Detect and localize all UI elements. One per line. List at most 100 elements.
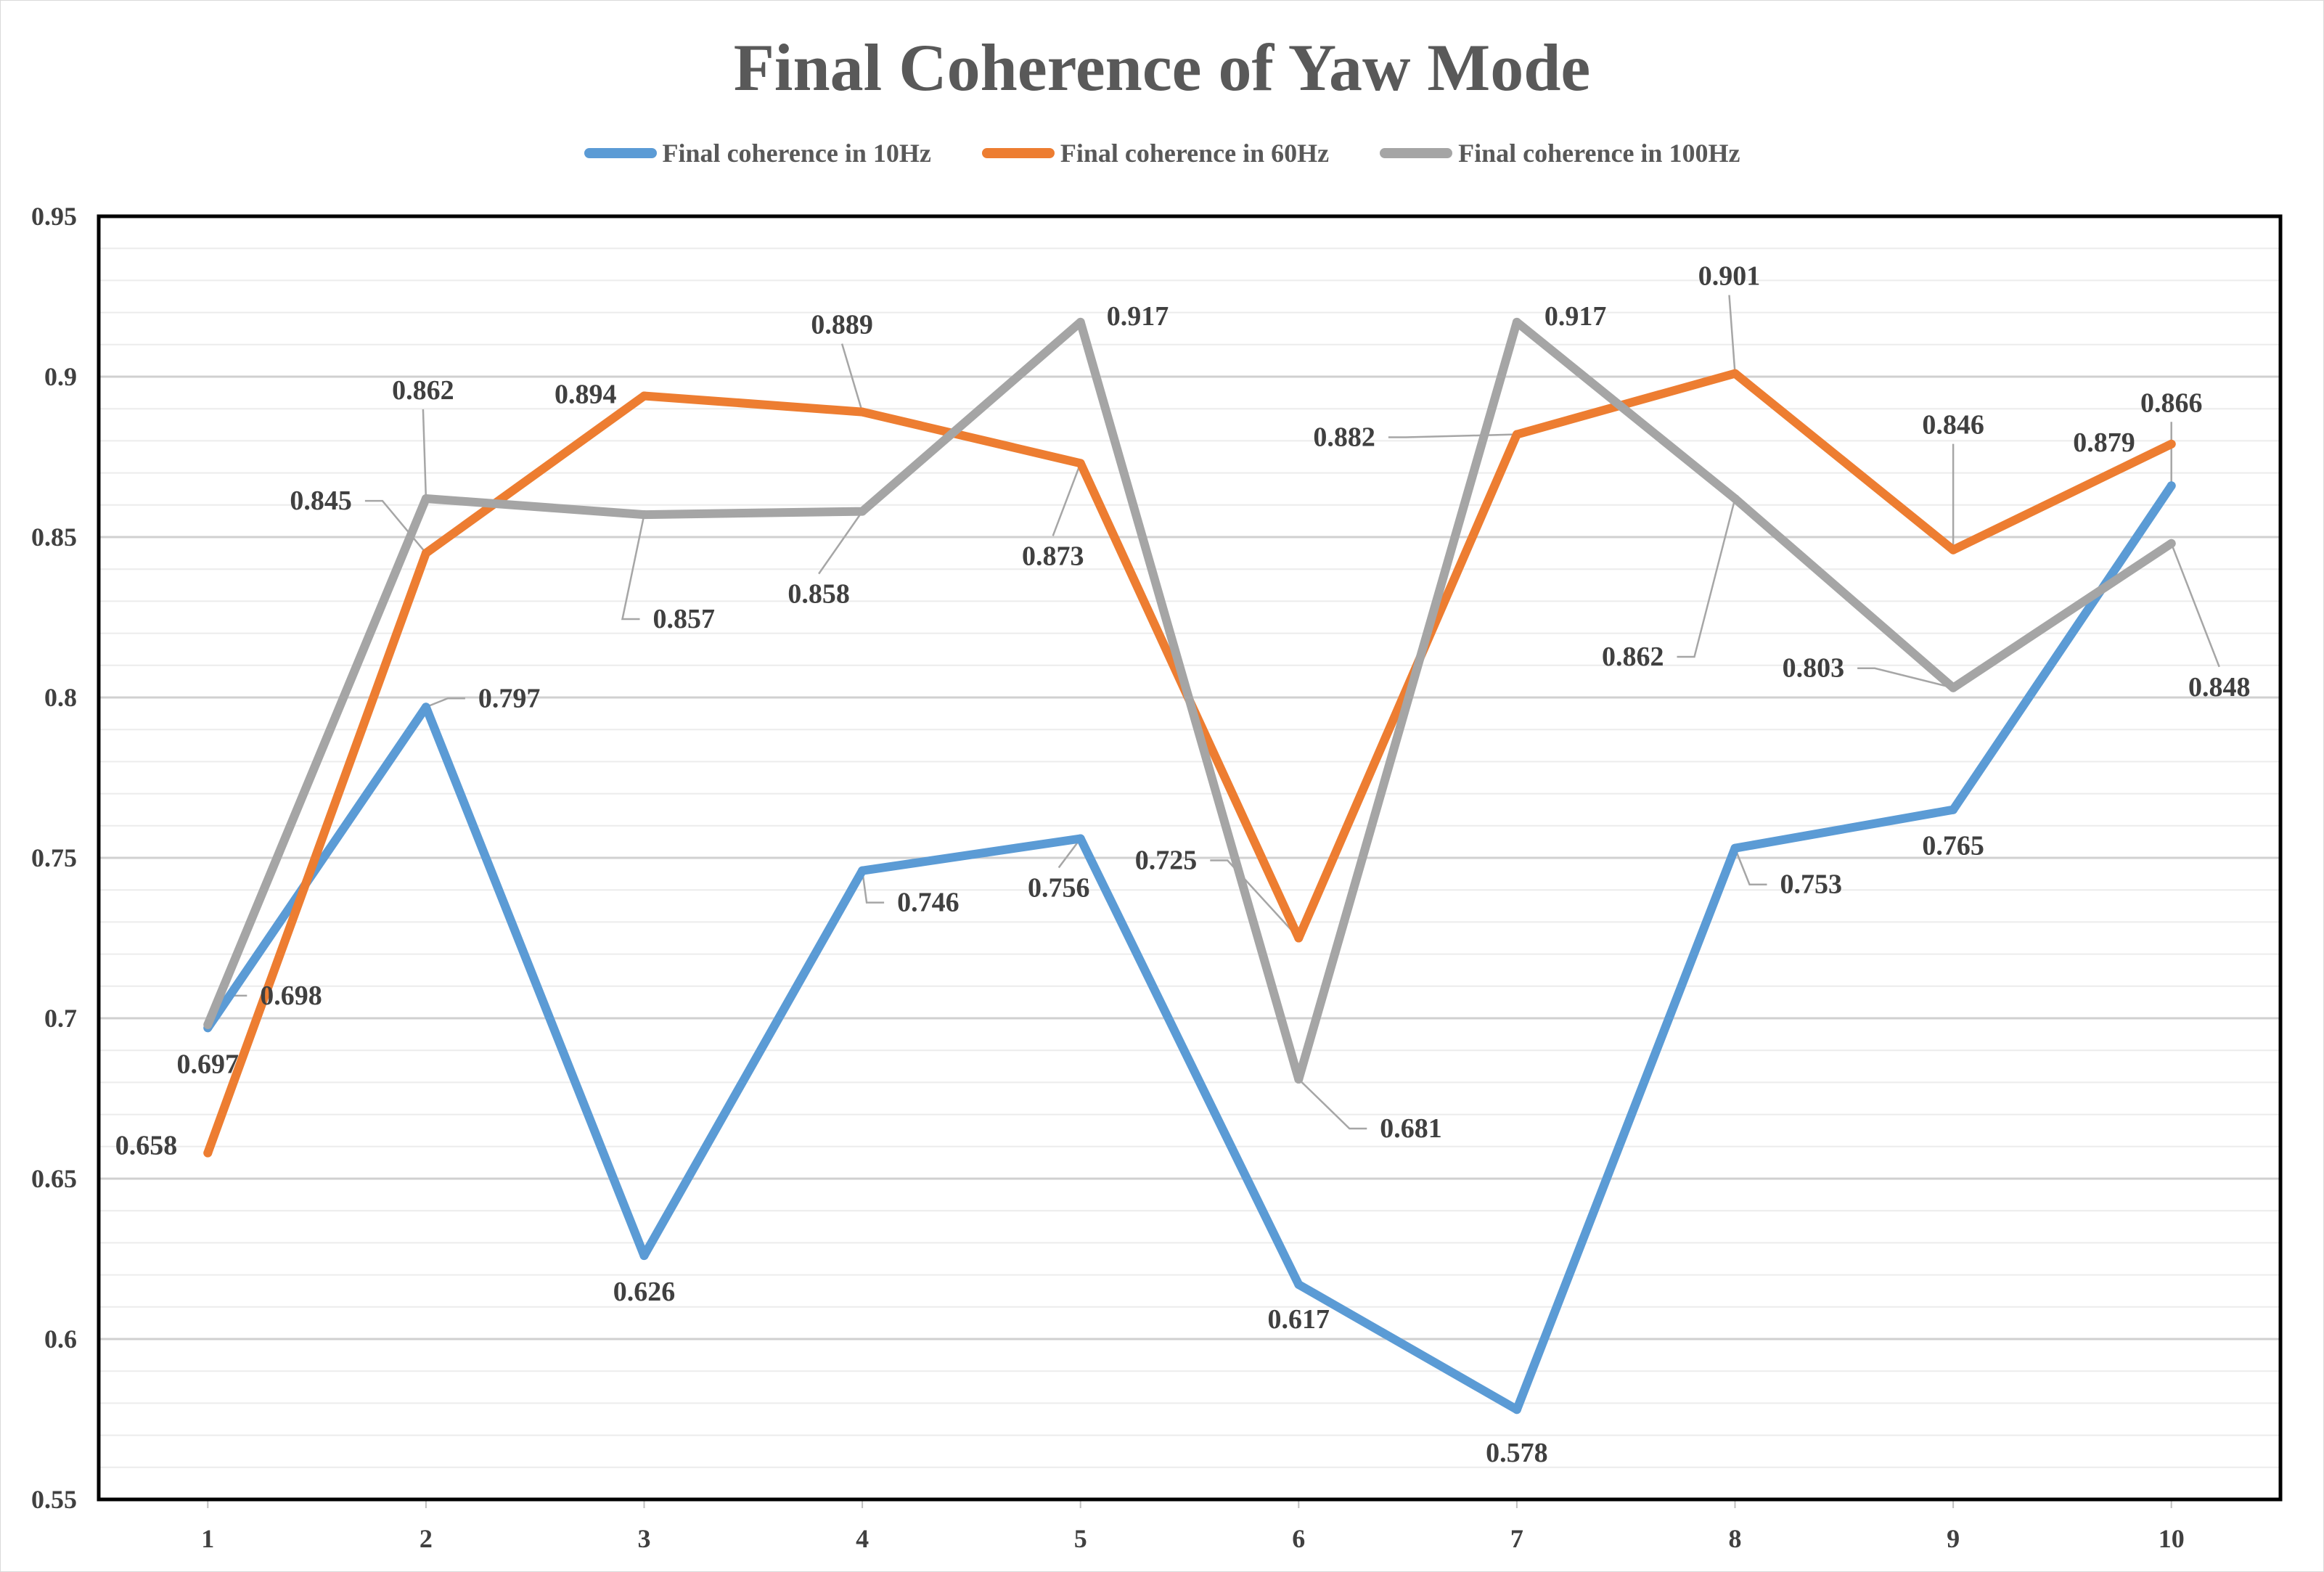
data-point-s0-4 xyxy=(858,866,867,875)
data-point-s1-9 xyxy=(1949,545,1958,554)
x-tick-label: 10 xyxy=(2159,1524,2185,1553)
x-tick-label: 5 xyxy=(1074,1524,1087,1553)
data-point-s2-1 xyxy=(203,1020,213,1029)
x-tick-label: 8 xyxy=(1729,1524,1742,1553)
y-tick-label: 0.6 xyxy=(44,1325,77,1354)
data-point-s2-10 xyxy=(2167,539,2176,548)
leader-line-s2-6 xyxy=(1298,1078,1367,1130)
y-tick-label: 0.75 xyxy=(31,843,77,872)
data-label-s2-2: 0.862 xyxy=(392,375,454,406)
data-label-s0-4: 0.746 xyxy=(897,888,960,918)
legend-label-60hz: Final coherence in 60Hz xyxy=(1060,139,1330,168)
data-label-s0-7: 0.578 xyxy=(1486,1438,1548,1468)
legend-swatch-10hz xyxy=(584,148,657,158)
data-point-s2-5 xyxy=(1076,317,1085,327)
data-label-s2-3: 0.857 xyxy=(653,604,716,634)
x-tick-label: 1 xyxy=(201,1524,214,1553)
data-label-s1-8: 0.901 xyxy=(1698,261,1761,292)
leader-line-s2-10 xyxy=(2170,543,2220,668)
data-point-s2-8 xyxy=(1730,494,1740,503)
data-label-s2-4: 0.858 xyxy=(787,579,850,610)
axis-ticks: 0.55 0.6 0.65 0.7 0.75 0.8 0.85 0.9 0.95 1 2 3 4 5 6 7 8… xyxy=(31,202,2185,1553)
legend-label-100hz: Final coherence in 100Hz xyxy=(1458,139,1740,168)
data-point-s0-9 xyxy=(1949,805,1958,814)
data-label-s2-1: 0.698 xyxy=(260,981,322,1011)
data-label-s2-8: 0.862 xyxy=(1602,642,1664,672)
data-label-s0-2: 0.797 xyxy=(478,683,541,713)
leader-lines xyxy=(207,295,2220,1130)
data-label-s1-10: 0.879 xyxy=(2073,427,2135,458)
leader-line-s2-2 xyxy=(422,409,427,499)
data-point-s2-2 xyxy=(421,494,430,503)
legend-label-10hz: Final coherence in 10Hz xyxy=(662,139,931,168)
data-point-s1-10 xyxy=(2167,439,2176,449)
data-label-s1-7: 0.882 xyxy=(1313,422,1375,453)
data-label-s0-6: 0.617 xyxy=(1268,1304,1330,1335)
data-label-s2-7: 0.917 xyxy=(1544,301,1607,332)
chart-title: Final Coherence of Yaw Mode xyxy=(733,30,1591,105)
data-point-s1-4 xyxy=(858,407,867,417)
chart-legend: Final coherence in 10Hz Final coherence … xyxy=(0,135,2324,171)
y-tick-label: 0.8 xyxy=(44,683,77,712)
data-point-s1-5 xyxy=(1076,459,1085,468)
leader-line-s2-3 xyxy=(621,514,645,621)
y-tick-label: 0.95 xyxy=(31,202,77,231)
x-tick-label: 9 xyxy=(1947,1524,1960,1553)
data-point-s2-6 xyxy=(1294,1074,1304,1084)
leader-line-s2-9 xyxy=(1857,667,1954,689)
data-label-s2-5: 0.917 xyxy=(1107,301,1169,332)
data-label-s1-6: 0.725 xyxy=(1135,846,1198,876)
data-point-s0-6 xyxy=(1294,1280,1304,1289)
y-tick-label: 0.7 xyxy=(44,1004,77,1033)
data-point-s0-3 xyxy=(639,1251,649,1261)
leader-line-s1-7 xyxy=(1388,433,1517,438)
data-point-s0-8 xyxy=(1730,843,1740,853)
leader-line-s0-2 xyxy=(425,697,465,708)
data-label-s1-4: 0.889 xyxy=(811,310,873,340)
x-tick-label: 7 xyxy=(1510,1524,1523,1553)
series-line-2 xyxy=(203,317,2176,1084)
legend-item-10hz: Final coherence in 10Hz xyxy=(584,138,931,168)
series-line-0 xyxy=(203,481,2176,1415)
y-tick-label: 0.55 xyxy=(31,1485,77,1514)
y-tick-label: 0.65 xyxy=(31,1164,77,1193)
data-point-s1-2 xyxy=(421,549,430,558)
legend-swatch-60hz xyxy=(981,148,1055,158)
data-label-s0-8: 0.753 xyxy=(1780,869,1843,900)
series-line-1 xyxy=(203,369,2176,1158)
data-label-s1-9: 0.846 xyxy=(1922,410,1984,441)
x-tick-label: 6 xyxy=(1292,1524,1305,1553)
data-label-s2-9: 0.803 xyxy=(1783,653,1845,684)
data-point-s2-3 xyxy=(639,510,649,520)
data-point-s2-7 xyxy=(1512,317,1521,327)
data-label-s2-6: 0.681 xyxy=(1380,1113,1442,1144)
data-label-s0-5: 0.756 xyxy=(1028,872,1090,903)
x-tick-label: 4 xyxy=(856,1524,869,1553)
data-label-s2-10: 0.848 xyxy=(2188,672,2251,703)
data-point-s1-8 xyxy=(1730,369,1740,378)
data-point-s1-3 xyxy=(639,391,649,401)
grid-layer xyxy=(99,247,2280,1468)
data-labels: 0.697 0.797 0.626 0.746 0.756 0.617 0.578 0.753… xyxy=(115,261,2251,1469)
leader-line-s1-6 xyxy=(1210,859,1300,939)
leader-line-s1-4 xyxy=(840,343,864,412)
x-tick-label: 2 xyxy=(420,1524,433,1553)
data-point-s2-4 xyxy=(858,507,867,516)
data-point-s0-2 xyxy=(421,703,430,712)
leader-line-s2-4 xyxy=(818,510,864,575)
legend-item-60hz: Final coherence in 60Hz xyxy=(981,138,1330,168)
data-point-s1-1 xyxy=(203,1148,213,1158)
data-point-s1-7 xyxy=(1512,430,1521,439)
data-label-s1-2: 0.845 xyxy=(290,486,352,516)
y-tick-label: 0.85 xyxy=(31,523,77,552)
data-label-s0-1: 0.697 xyxy=(177,1049,240,1079)
data-label-s0-9: 0.765 xyxy=(1922,831,1984,861)
leader-line-s0-4 xyxy=(861,870,885,904)
data-label-s1-3: 0.894 xyxy=(555,380,617,410)
leader-line-s1-5 xyxy=(1052,462,1081,536)
leader-line-s2-8 xyxy=(1677,498,1736,658)
legend-item-100hz: Final coherence in 100Hz xyxy=(1380,138,1740,168)
data-point-s2-9 xyxy=(1949,683,1958,692)
x-tick-label: 3 xyxy=(638,1524,651,1553)
